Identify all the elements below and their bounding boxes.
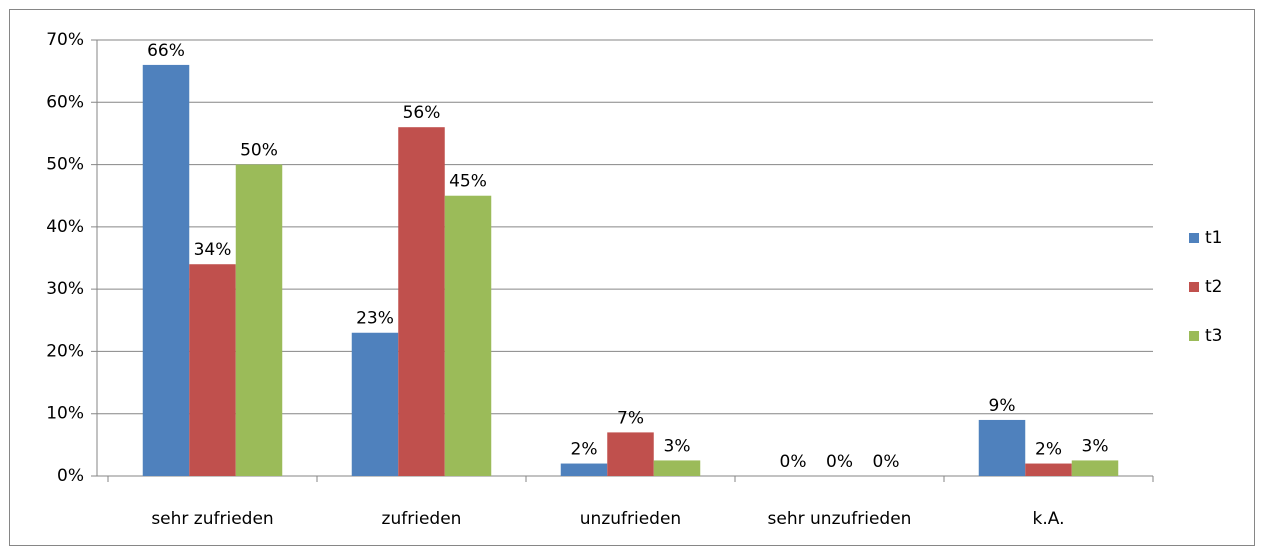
data-label: 66% (147, 41, 185, 61)
y-tick-label: 50% (46, 155, 84, 175)
bar (1071, 460, 1119, 476)
data-label: 34% (194, 240, 232, 260)
data-label: 0% (826, 452, 853, 472)
legend-label: t3 (1205, 326, 1222, 346)
data-label: 50% (240, 141, 278, 161)
bar (351, 332, 399, 476)
data-label: 7% (617, 408, 644, 428)
y-tick-label: 40% (46, 217, 84, 237)
x-tick-label: k.A. (1033, 509, 1065, 529)
x-tick-label: unzufrieden (580, 509, 681, 529)
x-tick-label: sehr unzufrieden (768, 509, 912, 529)
data-label: 56% (403, 103, 441, 123)
y-tick-label: 70% (46, 30, 84, 50)
data-label: 9% (989, 396, 1016, 416)
y-tick-label: 20% (46, 341, 84, 361)
bar (1025, 463, 1072, 476)
bar (189, 264, 236, 476)
x-tick-label: sehr zufrieden (151, 509, 273, 529)
data-label: 2% (571, 440, 598, 460)
data-label: 3% (1082, 436, 1109, 456)
y-tick-label: 0% (57, 466, 84, 486)
legend-label: t2 (1205, 277, 1222, 297)
bar (142, 64, 190, 477)
bar (607, 432, 654, 476)
bar (398, 127, 445, 476)
bar (235, 164, 283, 477)
data-label: 45% (449, 172, 487, 192)
data-label: 3% (664, 436, 691, 456)
bar (653, 460, 701, 476)
y-tick-label: 30% (46, 279, 84, 299)
x-tick-label: zufrieden (382, 509, 462, 529)
data-label: 0% (780, 452, 807, 472)
bar (978, 419, 1026, 476)
bar (560, 463, 608, 476)
bar (444, 195, 492, 476)
legend-swatch (1189, 282, 1199, 292)
data-label: 23% (356, 309, 394, 329)
legend-label: t1 (1205, 228, 1222, 248)
legend-swatch (1189, 233, 1199, 243)
y-tick-label: 10% (46, 404, 84, 424)
y-tick-label: 60% (46, 92, 84, 112)
data-label: 2% (1035, 440, 1062, 460)
legend-swatch (1189, 331, 1199, 341)
data-label: 0% (873, 452, 900, 472)
